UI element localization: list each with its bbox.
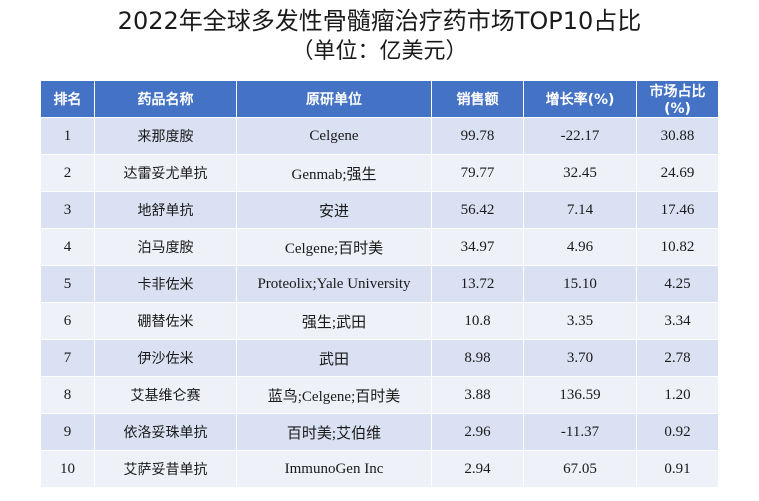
cell-growth-rate: 7.14 bbox=[523, 191, 637, 229]
cell-drug-name: 达雷妥尤单抗 bbox=[94, 154, 237, 192]
cell-drug-name: 艾萨妥昔单抗 bbox=[94, 450, 237, 488]
cell-market-share: 0.91 bbox=[636, 450, 719, 488]
cell-originator: Genmab;强生 bbox=[236, 154, 432, 192]
cell-rank: 1 bbox=[40, 117, 95, 155]
table-row: 8 艾基维仑赛 蓝鸟;Celgene;百时美 3.88 136.59 1.20 bbox=[40, 376, 719, 414]
cell-drug-name: 依洛妥珠单抗 bbox=[94, 413, 237, 451]
table-row: 2 达雷妥尤单抗 Genmab;强生 79.77 32.45 24.69 bbox=[40, 154, 719, 192]
cell-market-share: 24.69 bbox=[636, 154, 719, 192]
cell-sales: 56.42 bbox=[431, 191, 524, 229]
cell-growth-rate: 3.70 bbox=[523, 339, 637, 377]
cell-sales: 13.72 bbox=[431, 265, 524, 303]
table-row: 3 地舒单抗 安进 56.42 7.14 17.46 bbox=[40, 191, 719, 229]
cell-growth-rate: 67.05 bbox=[523, 450, 637, 488]
cell-drug-name: 来那度胺 bbox=[94, 117, 237, 155]
cell-sales: 79.77 bbox=[431, 154, 524, 192]
header-growth-rate: 增长率(%) bbox=[523, 80, 637, 118]
table-row: 4 泊马度胺 Celgene;百时美 34.97 4.96 10.82 bbox=[40, 228, 719, 266]
cell-rank: 8 bbox=[40, 376, 95, 414]
cell-rank: 9 bbox=[40, 413, 95, 451]
table-body: 1 来那度胺 Celgene 99.78 -22.17 30.88 2 达雷妥尤单抗 Genma… bbox=[40, 117, 719, 488]
cell-sales: 2.94 bbox=[431, 450, 524, 488]
table-row: 5 卡非佐米 Proteolix;Yale University 13.72 15.10… bbox=[40, 265, 719, 303]
cell-market-share: 4.25 bbox=[636, 265, 719, 303]
cell-market-share: 17.46 bbox=[636, 191, 719, 229]
cell-originator: 安进 bbox=[236, 191, 432, 229]
cell-sales: 99.78 bbox=[431, 117, 524, 155]
cell-market-share: 2.78 bbox=[636, 339, 719, 377]
cell-drug-name: 地舒单抗 bbox=[94, 191, 237, 229]
cell-market-share: 1.20 bbox=[636, 376, 719, 414]
cell-rank: 2 bbox=[40, 154, 95, 192]
cell-drug-name: 艾基维仑赛 bbox=[94, 376, 237, 414]
cell-market-share: 10.82 bbox=[636, 228, 719, 266]
cell-growth-rate: -22.17 bbox=[523, 117, 637, 155]
page-subtitle: （单位：亿美元） bbox=[291, 39, 468, 64]
cell-market-share: 30.88 bbox=[636, 117, 719, 155]
cell-sales: 34.97 bbox=[431, 228, 524, 266]
cell-rank: 7 bbox=[40, 339, 95, 377]
header-drug-name: 药品名称 bbox=[94, 80, 237, 118]
cell-drug-name: 泊马度胺 bbox=[94, 228, 237, 266]
cell-rank: 10 bbox=[40, 450, 95, 488]
cell-sales: 10.8 bbox=[431, 302, 524, 340]
market-share-table: 排名 药品名称 原研单位 销售额 增长率(%) 市场占比(%) 1 来那度胺 Cel… bbox=[40, 80, 719, 488]
cell-originator: 强生;武田 bbox=[236, 302, 432, 340]
table-row: 9 依洛妥珠单抗 百时美;艾伯维 2.96 -11.37 0.92 bbox=[40, 413, 719, 451]
cell-originator: 蓝鸟;Celgene;百时美 bbox=[236, 376, 432, 414]
cell-drug-name: 卡非佐米 bbox=[94, 265, 237, 303]
table-row: 7 伊沙佐米 武田 8.98 3.70 2.78 bbox=[40, 339, 719, 377]
cell-rank: 4 bbox=[40, 228, 95, 266]
cell-sales: 3.88 bbox=[431, 376, 524, 414]
table-header-row: 排名 药品名称 原研单位 销售额 增长率(%) 市场占比(%) bbox=[40, 80, 719, 118]
cell-originator: 武田 bbox=[236, 339, 432, 377]
header-originator: 原研单位 bbox=[236, 80, 432, 118]
cell-originator: Celgene;百时美 bbox=[236, 228, 432, 266]
cell-drug-name: 伊沙佐米 bbox=[94, 339, 237, 377]
cell-growth-rate: -11.37 bbox=[523, 413, 637, 451]
cell-originator: ImmunoGen Inc bbox=[236, 450, 432, 488]
cell-originator: Proteolix;Yale University bbox=[236, 265, 432, 303]
header-sales: 销售额 bbox=[431, 80, 524, 118]
cell-growth-rate: 3.35 bbox=[523, 302, 637, 340]
table-row: 10 艾萨妥昔单抗 ImmunoGen Inc 2.94 67.05 0.91 bbox=[40, 450, 719, 488]
header-market-share: 市场占比(%) bbox=[636, 80, 719, 118]
cell-growth-rate: 32.45 bbox=[523, 154, 637, 192]
cell-originator: 百时美;艾伯维 bbox=[236, 413, 432, 451]
cell-drug-name: 硼替佐米 bbox=[94, 302, 237, 340]
cell-rank: 5 bbox=[40, 265, 95, 303]
cell-rank: 6 bbox=[40, 302, 95, 340]
cell-sales: 2.96 bbox=[431, 413, 524, 451]
table-row: 1 来那度胺 Celgene 99.78 -22.17 30.88 bbox=[40, 117, 719, 155]
cell-sales: 8.98 bbox=[431, 339, 524, 377]
cell-growth-rate: 136.59 bbox=[523, 376, 637, 414]
page-title: 2022年全球多发性骨髓瘤治疗药市场TOP10占比 bbox=[117, 7, 642, 35]
header-rank: 排名 bbox=[40, 80, 95, 118]
cell-market-share: 0.92 bbox=[636, 413, 719, 451]
cell-market-share: 3.34 bbox=[636, 302, 719, 340]
table-row: 6 硼替佐米 强生;武田 10.8 3.35 3.34 bbox=[40, 302, 719, 340]
cell-originator: Celgene bbox=[236, 117, 432, 155]
cell-growth-rate: 15.10 bbox=[523, 265, 637, 303]
cell-rank: 3 bbox=[40, 191, 95, 229]
cell-growth-rate: 4.96 bbox=[523, 228, 637, 266]
